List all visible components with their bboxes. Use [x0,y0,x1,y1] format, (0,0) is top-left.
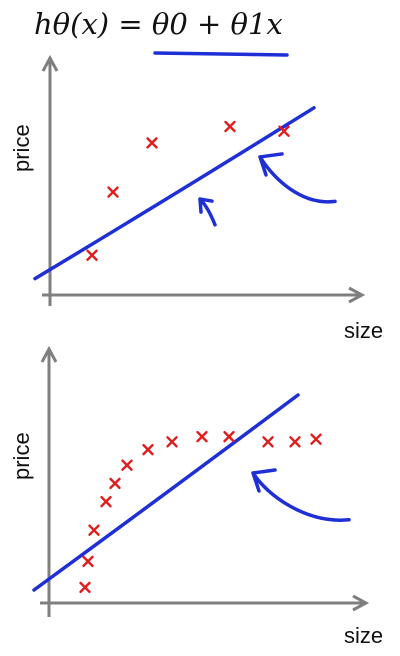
bottom-data-point [88,524,100,536]
top-data-point [146,137,158,149]
bottom-data-point [262,436,274,448]
bottom-data-point [223,430,235,443]
top-chart-marks [33,106,337,281]
bottom-data-point [82,555,94,568]
top-annotation-arrow [258,152,337,204]
top-data-point [86,249,98,261]
top-y-axis-label: price [9,124,34,172]
bottom-data-point [310,433,322,445]
bottom-chart-marks [32,393,351,594]
formula-underline [153,51,289,57]
bottom-fit-line [32,393,300,592]
bottom-data-point [100,495,112,508]
bottom-annotation-arrow [251,468,351,522]
top-data-point [278,125,290,137]
top-data-point [224,120,236,133]
top-fit-line [33,106,316,281]
top-x-axis [42,286,366,304]
bottom-data-point [289,436,301,448]
bottom-x-axis [40,594,370,612]
top-x-axis-label: size [344,318,383,343]
bottom-data-point [166,436,178,448]
bottom-data-point [79,581,91,594]
top-data-point [107,186,119,198]
top-y-axis [41,54,59,306]
bottom-x-axis-label: size [344,623,383,648]
bottom-data-point [142,443,154,456]
bottom-data-point [196,430,208,443]
bottom-data-point [109,477,121,490]
bottom-y-axis [40,345,58,617]
bottom-chart: price size [9,345,383,648]
top-chart: price size [9,54,383,343]
bottom-y-axis-label: price [9,432,34,480]
bottom-data-point [121,459,133,471]
hypothesis-formula: hθ(x) = θ0 + θ1x [34,7,283,41]
top-annotation-arrow [198,197,217,227]
